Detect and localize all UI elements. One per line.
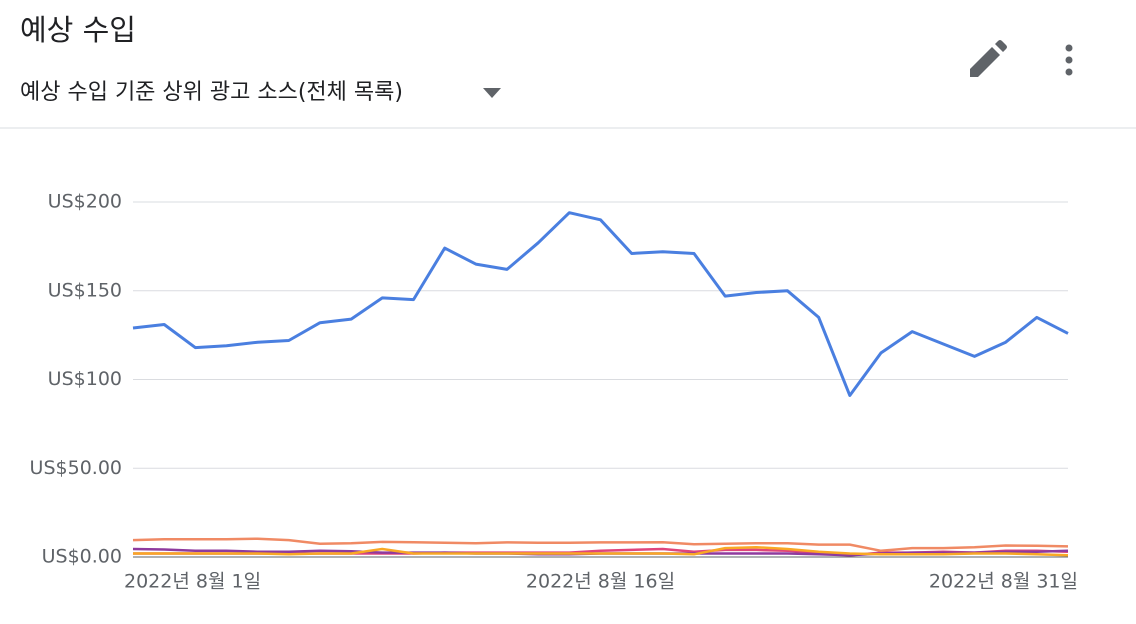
x-tick-label: 2022년 8월 1일 [124,571,261,593]
chart: US$0.00 US$50.00 US$100 US$150 US$200 2022년 8… [30,191,1078,593]
series-line [132,211,1069,397]
y-tick-label: US$50.00 [30,457,122,479]
y-tick-label: US$0.00 [42,546,122,568]
y-tick-label: US$200 [48,191,122,213]
y-tick-label: US$150 [48,279,122,301]
series-line [133,545,1069,557]
series-line [132,537,1069,553]
x-tick-label: 2022년 8월 16일 [526,571,675,593]
report-selector[interactable]: 예상 수입 기준 상위 광고 소스(전체 목록) [20,80,403,105]
dropdown-arrow[interactable] [483,88,501,98]
edit-button[interactable] [970,40,1007,77]
x-tick-label: 2022년 8월 31일 [929,571,1078,593]
card-title: 예상 수입 [20,13,136,47]
y-tick-label: US$100 [48,368,122,390]
more-menu[interactable] [1065,44,1073,76]
